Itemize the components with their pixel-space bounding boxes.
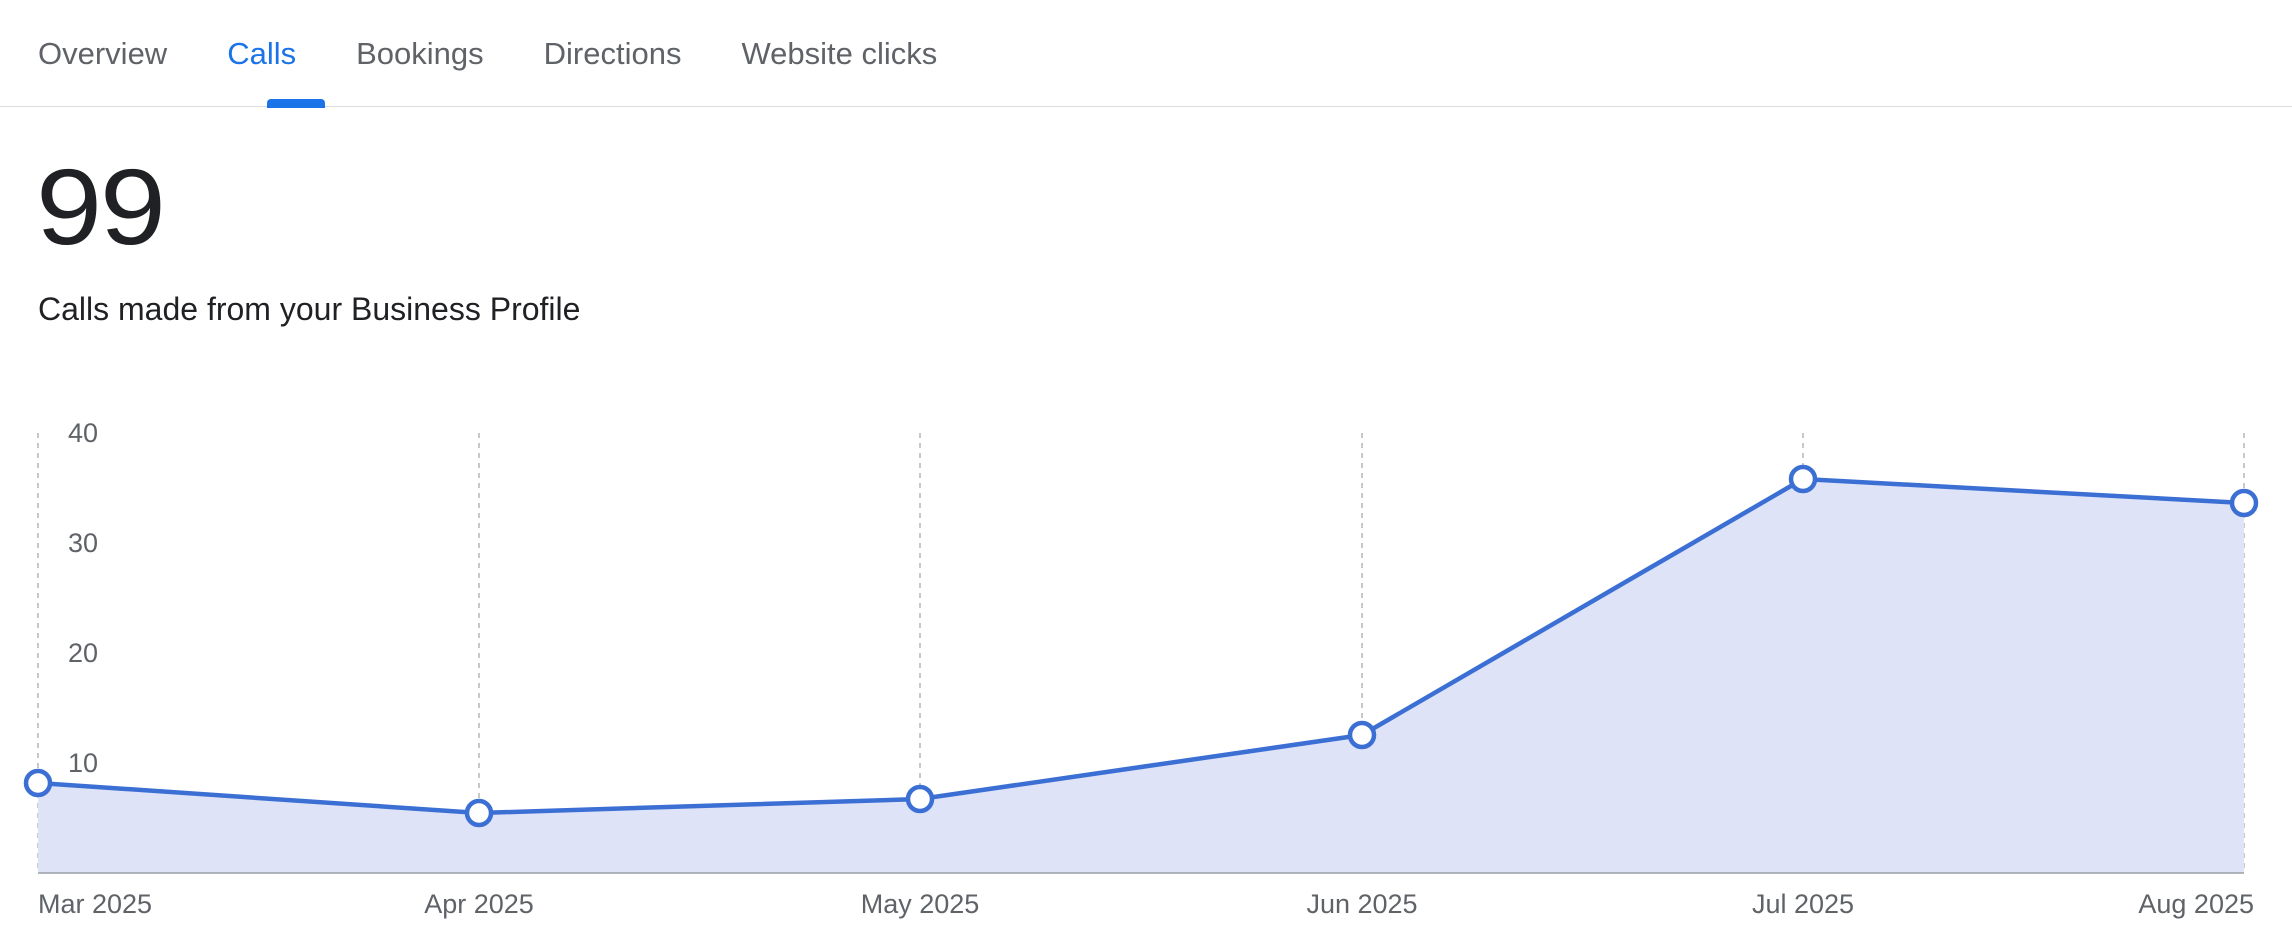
svg-text:30: 30 <box>68 528 98 558</box>
svg-text:20: 20 <box>68 638 98 668</box>
svg-text:Apr 2025: Apr 2025 <box>424 889 534 919</box>
svg-text:40: 40 <box>68 418 98 448</box>
svg-text:Aug 2025: Aug 2025 <box>2138 889 2254 919</box>
svg-text:Jul 2025: Jul 2025 <box>1752 889 1854 919</box>
svg-text:Mar 2025: Mar 2025 <box>38 889 152 919</box>
svg-text:10: 10 <box>68 748 98 778</box>
svg-text:May 2025: May 2025 <box>861 889 980 919</box>
svg-text:Jun 2025: Jun 2025 <box>1306 889 1417 919</box>
